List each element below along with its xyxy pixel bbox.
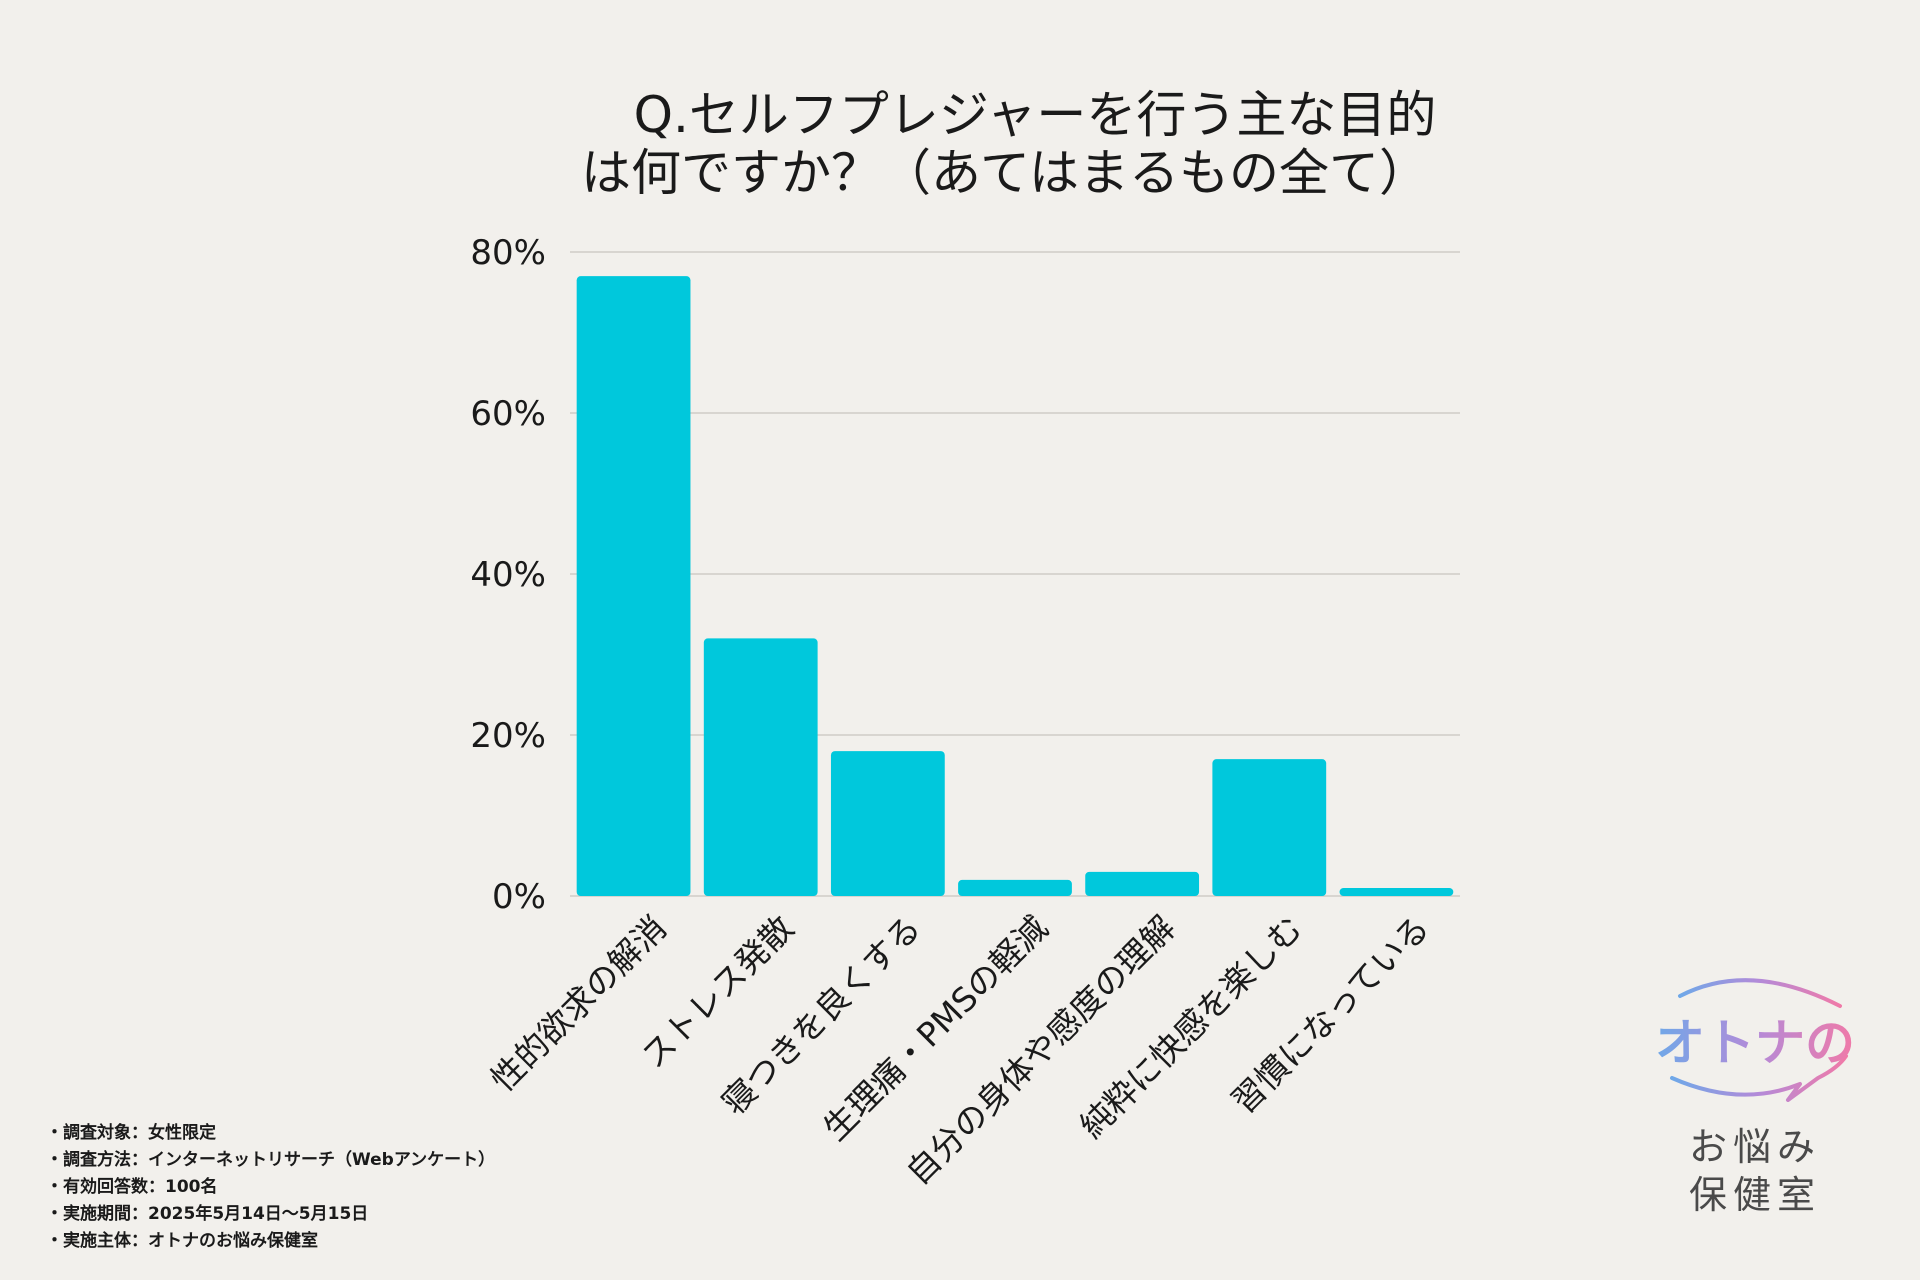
- bar-3: [958, 879, 1072, 896]
- y-axis-ticks: 0% 20% 40% 60% 80%: [470, 233, 546, 917]
- survey-note-method: 調査方法：インターネットリサーチ（Webアンケート）: [46, 1147, 495, 1174]
- x-category-label: 性的欲求の解消: [483, 908, 674, 1099]
- survey-note-responses: 有効回答数：100名: [46, 1174, 495, 1201]
- y-tick-label: 40%: [470, 555, 546, 595]
- bars: [576, 276, 1454, 896]
- x-category-label: 生理痛・PMSの軽減: [816, 908, 1056, 1148]
- bar-6: [1339, 887, 1454, 896]
- bar-0: [576, 276, 691, 896]
- logo-speech-bubble-icon: オトナの: [1655, 978, 1855, 1102]
- bar-4: [1085, 871, 1200, 896]
- y-tick-label: 0%: [492, 877, 546, 917]
- logo: オトナの お悩み 保健室: [1650, 968, 1860, 1218]
- x-category-label: 純粋に快感を楽しむ: [1072, 908, 1310, 1146]
- x-axis-labels: 性的欲求の解消ストレス発散寝つきを良くする生理痛・PMSの軽減自分の身体や感度の…: [483, 908, 1437, 1192]
- survey-note-period: 実施期間：2025年5月14日〜5月15日: [46, 1201, 495, 1228]
- logo-main-text: オトナの: [1655, 1014, 1855, 1072]
- chart-title-line-2: は何ですか？（あてはまるもの全て）: [581, 144, 1429, 202]
- chart-title-line-1: Q.セルフプレジャーを行う主な目的: [634, 86, 1437, 144]
- y-tick-label: 60%: [470, 394, 546, 434]
- logo-sub-line-2: 保健室: [1688, 1173, 1821, 1217]
- survey-note-organizer: 実施主体：オトナのお悩み保健室: [46, 1228, 495, 1255]
- y-tick-label: 20%: [470, 716, 546, 756]
- bar-2: [830, 751, 945, 896]
- y-tick-label: 80%: [470, 233, 546, 273]
- grid-lines: [570, 251, 1460, 897]
- logo-sub-line-1: お悩み: [1688, 1125, 1821, 1169]
- bar-5: [1212, 759, 1327, 896]
- survey-notes: 調査対象：女性限定 調査方法：インターネットリサーチ（Webアンケート） 有効回…: [46, 1120, 495, 1255]
- survey-note-target: 調査対象：女性限定: [46, 1120, 495, 1147]
- bar-1: [703, 638, 818, 896]
